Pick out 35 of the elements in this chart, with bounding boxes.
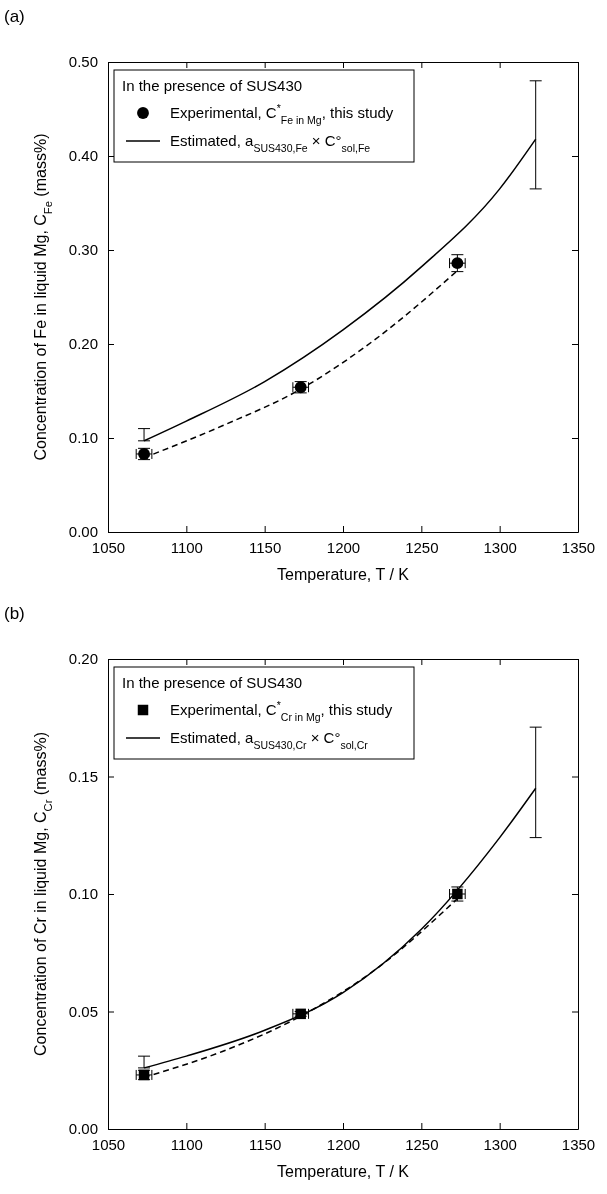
x-tick-label: 1200 — [326, 538, 361, 556]
x-tick-label: 1100 — [170, 538, 203, 556]
x-axis-title: Temperature, T / K — [277, 566, 410, 583]
x-tick-label: 1100 — [170, 1135, 203, 1153]
legend-title: In the presence of SUS430 — [122, 674, 303, 691]
x-tick-label: 1200 — [326, 1135, 361, 1153]
legend-label: Estimated, a$_{SUS430,Fe}$ × C°$_{sol,Fe}$ — [170, 132, 371, 154]
y-tick-label: 0.00 — [68, 1120, 98, 1138]
y-tick-label: 0.50 — [68, 53, 98, 71]
x-tick-label: 1350 — [561, 538, 596, 556]
x-tick-label: 1050 — [91, 538, 126, 556]
chart-title: (a) — [4, 7, 25, 26]
y-tick-label: 0.10 — [68, 429, 98, 447]
legend-label: Estimated, a$_{SUS430,Cr}$ × C°$_{sol,Cr}$ — [170, 729, 369, 751]
legend-label: Experimental, C$^{*}$$_{Fe in Mg}$, this study — [170, 102, 394, 126]
x-tick-label: 1300 — [483, 538, 517, 556]
y-tick-label: 0.10 — [68, 885, 98, 903]
legend-title: In the presence of SUS430 — [122, 77, 303, 94]
y-tick-label: 0.40 — [68, 147, 98, 165]
y-tick-label: 0.20 — [68, 650, 98, 668]
x-tick-label: 1300 — [483, 1135, 517, 1153]
y-tick-label: 0.00 — [68, 523, 98, 541]
x-tick-label: 1350 — [561, 1135, 596, 1153]
x-tick-label: 1250 — [405, 1135, 439, 1153]
x-axis-title: Temperature, T / K — [277, 1163, 410, 1180]
y-tick-label: 0.05 — [68, 1002, 98, 1020]
x-tick-label: 1250 — [405, 538, 439, 556]
y-tick-label: 0.30 — [68, 241, 98, 259]
y-tick-label: 0.20 — [68, 335, 98, 353]
x-tick-label: 1150 — [249, 538, 282, 556]
x-tick-label: 1050 — [91, 1135, 126, 1153]
y-tick-label: 0.15 — [68, 767, 98, 785]
chart-title: (b) — [4, 604, 25, 623]
legend-label: Experimental, C$^{*}$$_{Cr in Mg}$, this study — [170, 699, 393, 723]
x-tick-label: 1150 — [249, 1135, 282, 1153]
